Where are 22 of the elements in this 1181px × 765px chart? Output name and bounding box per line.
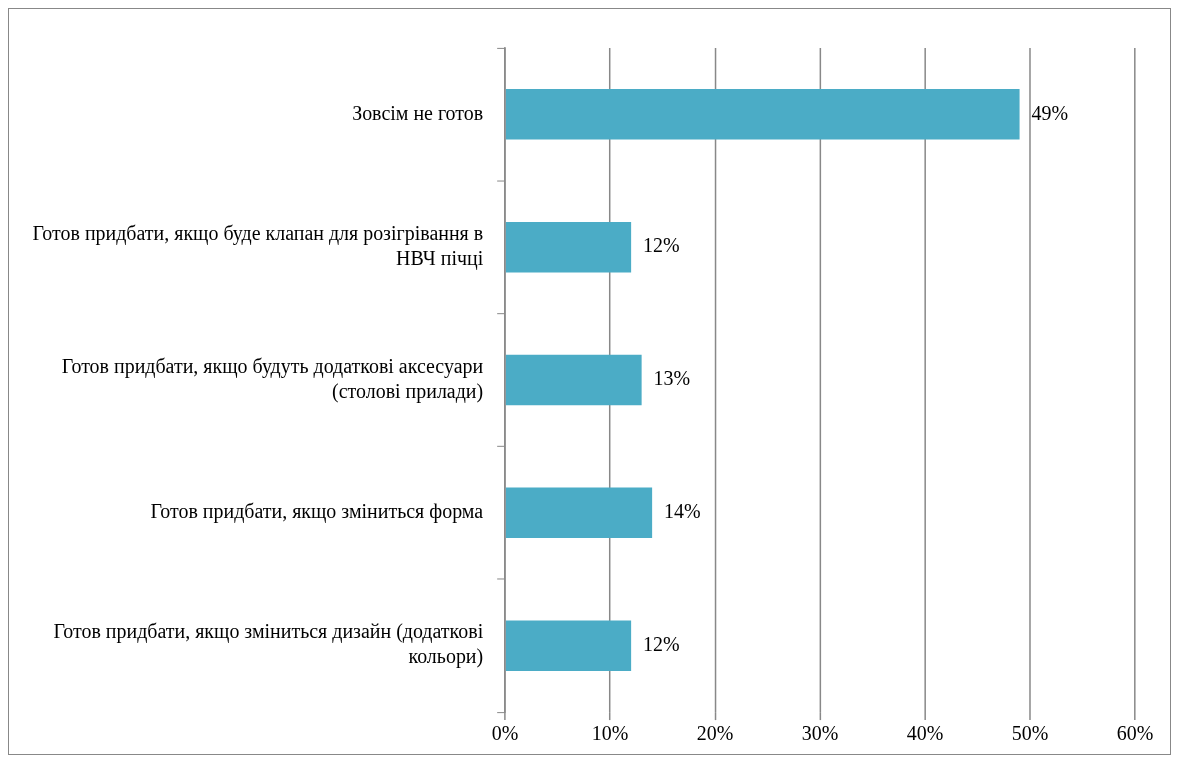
x-tick-label: 60% <box>1116 722 1154 745</box>
data-label: 13% <box>653 367 691 390</box>
y-tick-label: Готов придбати, якщо буде клапан для розігрівання в НВЧ пічці <box>32 221 484 270</box>
x-tick-label: 20% <box>696 722 734 745</box>
data-label: 12% <box>643 632 680 655</box>
bar <box>505 487 653 539</box>
x-tick-label: 30% <box>801 722 839 745</box>
y-tick-label: Зовсім не готов <box>352 101 484 124</box>
x-tick-label: 50% <box>1011 722 1049 745</box>
y-tick-label: Готов придбати, якщо зміниться дизайн (додаткові кольори) <box>53 620 484 669</box>
y-tick-label: Готов придбати, якщо будуть додаткові аксесуари (столові прилади) <box>61 354 484 403</box>
bar <box>505 354 642 406</box>
data-label: 14% <box>664 500 701 523</box>
x-tick-label: 0% <box>491 722 519 745</box>
data-label: 12% <box>643 234 680 257</box>
bar <box>505 89 1020 140</box>
data-label: 49% <box>1031 101 1069 124</box>
x-tick-label: 10% <box>591 722 629 745</box>
bar <box>505 620 632 671</box>
bar <box>505 221 632 273</box>
x-tick-label: 40% <box>906 722 944 745</box>
y-tick-label: Готов придбати, якщо зміниться форма <box>150 500 484 524</box>
